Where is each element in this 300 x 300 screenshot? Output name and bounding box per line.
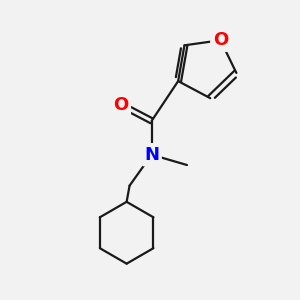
Text: O: O bbox=[113, 96, 128, 114]
Text: N: N bbox=[144, 146, 159, 164]
Text: O: O bbox=[213, 31, 228, 49]
